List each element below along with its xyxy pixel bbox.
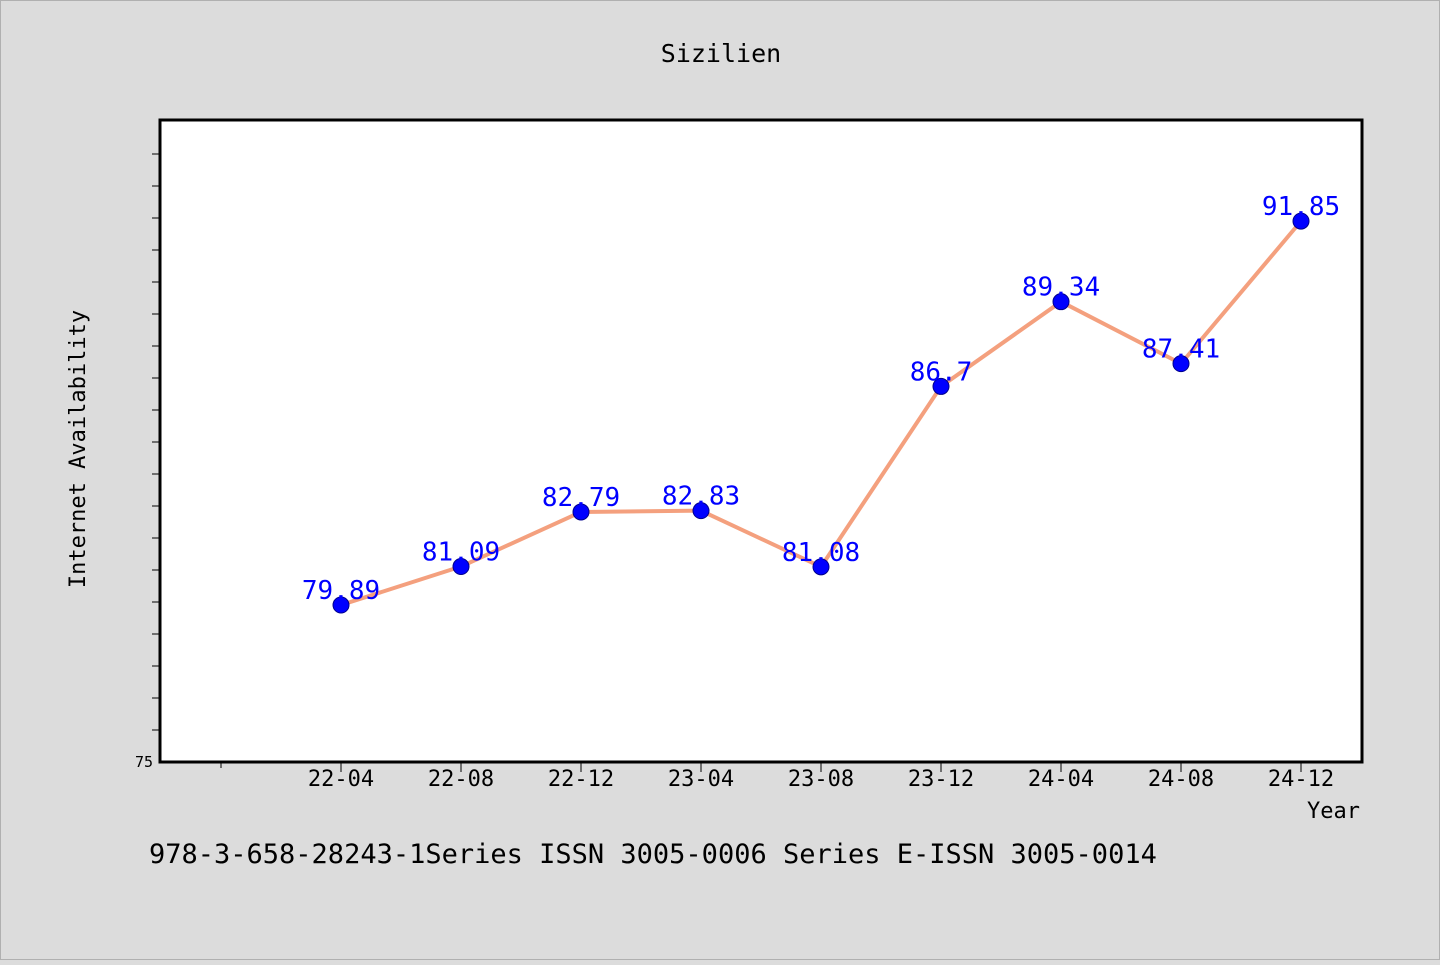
data-point	[452, 558, 470, 576]
x-tick-label: 22-08	[428, 767, 494, 792]
series-group: 79.89 81.09 82.79 82.83 81.08 86.7 89.34 87.41 9…	[302, 192, 1340, 614]
data-point	[1172, 355, 1190, 373]
data-label: 91.85	[1262, 192, 1340, 222]
data-label: 86.7	[910, 357, 973, 387]
data-label: 79.89	[302, 576, 380, 606]
data-point	[932, 377, 950, 395]
x-axis-label: Year	[1307, 799, 1360, 824]
data-point	[572, 503, 590, 521]
y-tick-label: 75	[135, 753, 153, 771]
x-tick-label: 24-04	[1028, 767, 1094, 792]
y-axis-label: Internet Availability	[66, 310, 91, 588]
x-tick-label: 22-12	[548, 767, 614, 792]
chart-title: Sizilien	[661, 39, 781, 68]
data-point	[332, 596, 350, 614]
x-tick-label: 24-08	[1148, 767, 1214, 792]
plot-area	[158, 118, 1364, 764]
y-axis-ticks	[152, 153, 160, 731]
data-label: 81.09	[422, 538, 500, 568]
x-tick-label: 24-12	[1268, 767, 1334, 792]
data-label: 81.08	[782, 538, 860, 568]
data-point	[812, 558, 830, 576]
data-label: 82.79	[542, 483, 620, 513]
data-label: 82.83	[662, 482, 740, 512]
x-axis-ticks: 22-04 22-08 22-12 23-04 23-08 23-12 24-04 24-08…	[220, 762, 1334, 792]
data-point	[1292, 212, 1310, 230]
x-tick-label: 23-08	[788, 767, 854, 792]
data-label: 89.34	[1022, 273, 1100, 303]
x-tick-label: 23-04	[668, 767, 734, 792]
data-point	[692, 502, 710, 520]
x-tick-label: 22-04	[308, 767, 374, 792]
footer-text: 978-3-658-28243-1Series ISSN 3005-0006 S…	[149, 839, 1157, 870]
x-tick-label: 23-12	[908, 767, 974, 792]
data-point	[1052, 293, 1070, 311]
data-label: 87.41	[1142, 335, 1220, 365]
